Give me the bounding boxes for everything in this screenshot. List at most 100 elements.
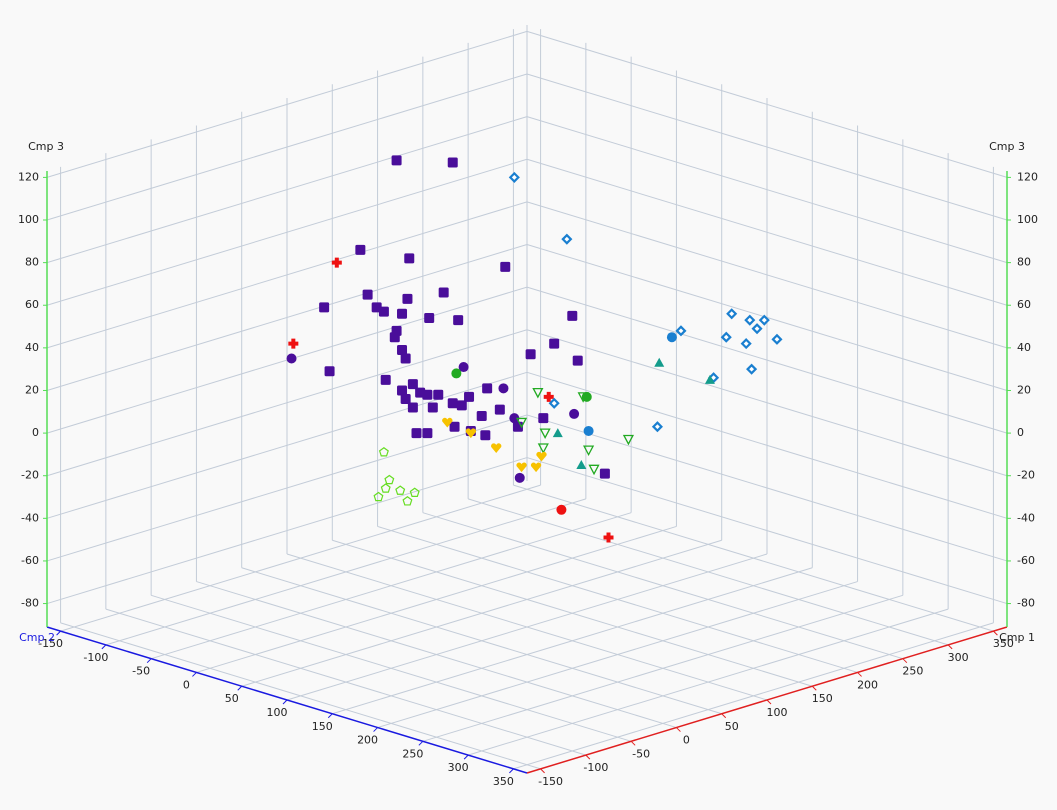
- z-tick-label: 20: [25, 383, 39, 396]
- grid-line: [46, 243, 528, 391]
- point: [373, 491, 384, 502]
- point: [583, 425, 594, 436]
- z-axis-title: Cmp 3: [28, 140, 64, 153]
- point: [400, 394, 411, 404]
- point: [389, 332, 400, 343]
- point: [397, 385, 408, 396]
- x-tick: [721, 713, 727, 719]
- grid-line: [196, 525, 677, 673]
- point: [438, 287, 449, 298]
- point: [516, 462, 527, 473]
- grid-line: [332, 567, 813, 715]
- y-tick: [237, 685, 243, 691]
- z-tick-label: 40: [1017, 341, 1031, 354]
- y-tick: [327, 713, 333, 719]
- point: [651, 421, 663, 433]
- x-axis-title: Cmp 1: [999, 631, 1035, 644]
- x-tick: [811, 685, 817, 691]
- z-tick-label: 100: [18, 213, 39, 226]
- z-tick-label: 120: [1017, 170, 1038, 183]
- grid-line: [526, 201, 1008, 349]
- z-tick-label: 60: [25, 298, 39, 311]
- marks: [286, 155, 783, 543]
- point: [583, 445, 595, 457]
- point: [543, 391, 554, 402]
- point: [740, 338, 752, 350]
- point: [464, 391, 475, 402]
- x-tick-label: -50: [632, 747, 650, 760]
- grid-line: [46, 201, 528, 349]
- y-tick: [146, 658, 152, 664]
- z-tick-label: -20: [1017, 469, 1035, 482]
- point: [491, 443, 502, 454]
- grid-line: [467, 608, 949, 756]
- y-tick-label: 0: [183, 678, 190, 691]
- x-tick-label: 100: [767, 706, 788, 719]
- point: [324, 366, 335, 377]
- point: [395, 485, 406, 495]
- grid-line: [46, 457, 528, 605]
- point: [397, 308, 408, 319]
- point: [498, 383, 509, 394]
- point: [603, 532, 614, 543]
- grid-line: [46, 116, 528, 264]
- point: [552, 428, 563, 438]
- x-tick-label: 200: [857, 678, 878, 691]
- point: [539, 428, 551, 439]
- z-tick-label: 80: [25, 256, 39, 269]
- point: [458, 362, 469, 373]
- z-tick-label: 60: [1017, 298, 1031, 311]
- grid-line: [526, 329, 1008, 477]
- point: [666, 332, 677, 343]
- grid-line: [46, 158, 528, 306]
- x-tick-label: 350: [993, 637, 1014, 650]
- point: [561, 233, 573, 245]
- x-tick: [947, 644, 953, 650]
- point: [404, 253, 415, 264]
- grid-line: [526, 30, 1008, 178]
- point: [572, 355, 583, 366]
- y-tick: [282, 699, 288, 705]
- point: [588, 464, 600, 476]
- point: [456, 400, 467, 411]
- point: [409, 487, 420, 497]
- point: [509, 413, 520, 424]
- z-tick-label: -20: [21, 469, 39, 482]
- point: [746, 363, 758, 375]
- y-tick-label: 300: [448, 761, 469, 774]
- point: [402, 293, 413, 304]
- grid: [46, 25, 1008, 770]
- y-tick: [418, 740, 424, 746]
- y-tick-label: -100: [83, 651, 108, 664]
- point: [704, 374, 715, 384]
- grid-line: [526, 116, 1008, 264]
- point: [514, 472, 525, 483]
- y-tick-label: 150: [312, 720, 333, 733]
- point: [549, 338, 560, 349]
- point: [508, 171, 520, 183]
- grid-line: [526, 158, 1008, 306]
- point: [599, 468, 610, 479]
- y-tick-label: 50: [225, 692, 239, 705]
- grid-line: [241, 539, 722, 687]
- z-tick-label: 40: [25, 341, 39, 354]
- x-tick: [993, 630, 998, 636]
- z-tick-label: 100: [1017, 213, 1038, 226]
- grid-line: [46, 30, 528, 178]
- point: [453, 315, 464, 326]
- grid-line: [422, 594, 903, 742]
- y-tick-label: 200: [357, 734, 378, 747]
- point: [569, 408, 580, 419]
- z-tick-label: 0: [1017, 426, 1024, 439]
- x-tick-label: -150: [538, 775, 563, 788]
- x-tick: [676, 727, 681, 732]
- point: [675, 325, 687, 337]
- point: [751, 323, 763, 335]
- point: [536, 451, 547, 462]
- point: [744, 314, 756, 326]
- x-tick: [766, 699, 772, 705]
- point: [556, 504, 567, 515]
- point: [654, 357, 665, 367]
